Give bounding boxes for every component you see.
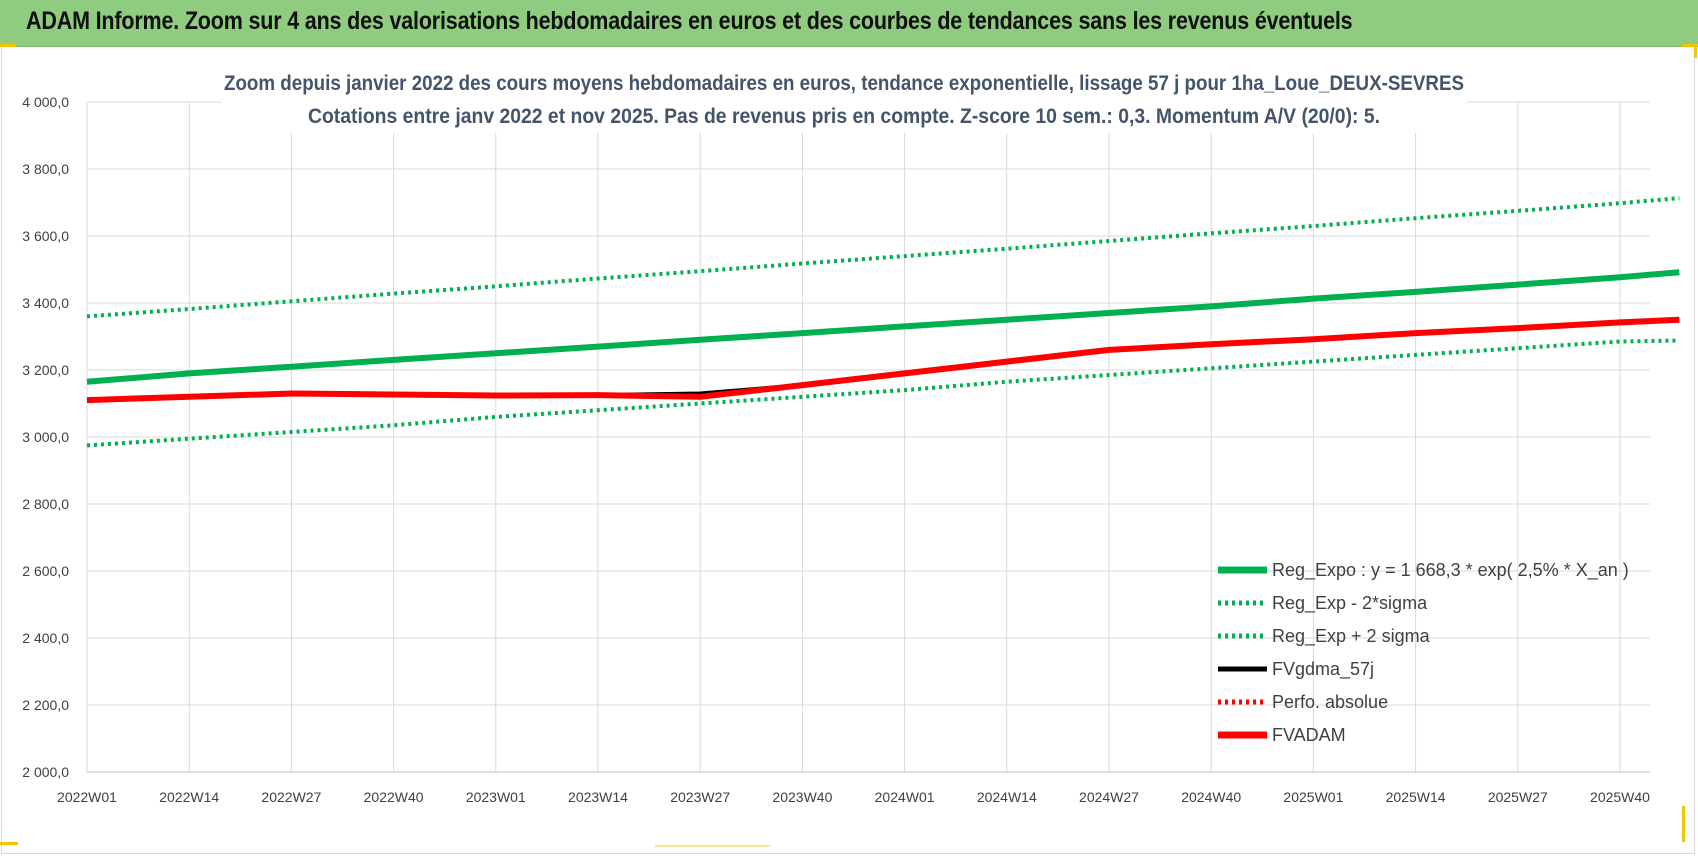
y-axis-tick-labels: 4 000,0 3 800,0 3 600,0 3 400,0 3 200,0 3 000… [22, 94, 69, 780]
y-tick-label: 2 800,0 [22, 496, 69, 512]
legend-entry: Reg_Expo : y = 1 668,3 * exp( 2,5% * X_a… [1272, 560, 1629, 581]
y-tick-label: 3 000,0 [22, 429, 69, 445]
series-line-5 [86, 316, 1680, 404]
x-tick-label: 2024W40 [1181, 789, 1241, 805]
y-tick-label: 2 600,0 [22, 563, 69, 579]
x-tick-label: 2024W01 [875, 789, 935, 805]
x-tick-label: 2022W27 [261, 789, 321, 805]
corner-marker-top-right [1682, 44, 1698, 47]
series-lines [86, 196, 1680, 448]
chart-subtitle: Cotations entre janv 2022 et nov 2025. P… [308, 105, 1380, 128]
x-tick-label: 2023W01 [466, 789, 526, 805]
x-tick-label: 2025W40 [1590, 789, 1650, 805]
legend-entry: Reg_Exp + 2 sigma [1272, 626, 1431, 647]
series-line-1 [86, 338, 1680, 448]
corner-marker-bottom-left [0, 842, 18, 845]
x-tick-label: 2025W27 [1488, 789, 1548, 805]
y-tick-label: 2 000,0 [22, 764, 69, 780]
report-title: ADAM Informe. Zoom sur 4 ans des valoris… [26, 7, 1353, 35]
series-line-0 [86, 269, 1680, 385]
y-tick-label: 3 200,0 [22, 362, 69, 378]
corner-marker-top-left [0, 44, 16, 47]
chart-frame [1, 46, 1695, 854]
series-line-2 [86, 196, 1680, 319]
legend-entry: FVADAM [1272, 725, 1346, 745]
x-tick-label: 2022W40 [364, 789, 424, 805]
y-tick-label: 2 200,0 [22, 697, 69, 713]
y-tick-label: 3 600,0 [22, 228, 69, 244]
corner-marker-bottom-right [1682, 806, 1685, 842]
legend-entry: FVgdma_57j [1272, 659, 1374, 680]
y-tick-label: 4 000,0 [22, 94, 69, 110]
x-tick-label: 2025W01 [1283, 789, 1343, 805]
chart-title-background [222, 65, 1467, 133]
y-tick-label: 3 800,0 [22, 161, 69, 177]
x-tick-label: 2024W14 [977, 789, 1037, 805]
gridlines [86, 101, 1650, 773]
corner-marker-bottom-mid [655, 845, 770, 847]
y-tick-label: 3 400,0 [22, 295, 69, 311]
x-tick-label: 2024W27 [1079, 789, 1139, 805]
corner-marker-right [1694, 44, 1697, 58]
x-tick-label: 2022W01 [57, 789, 117, 805]
legend-entry: Perfo. absolue [1272, 692, 1388, 712]
x-axis-tick-labels: 2022W01 2022W14 2022W27 2022W40 2023W01 2023W… [57, 789, 1650, 805]
chart-legend: Reg_Expo : y = 1 668,3 * exp( 2,5% * X_a… [1218, 560, 1629, 745]
x-tick-label: 2022W14 [159, 789, 219, 805]
legend-entry: Reg_Exp - 2*sigma [1272, 593, 1428, 614]
x-tick-label: 2023W40 [772, 789, 832, 805]
report-banner: ADAM Informe. Zoom sur 4 ans des valoris… [0, 0, 1698, 47]
y-tick-label: 2 400,0 [22, 630, 69, 646]
x-tick-label: 2023W27 [670, 789, 730, 805]
x-tick-label: 2023W14 [568, 789, 628, 805]
x-tick-label: 2025W14 [1386, 789, 1446, 805]
chart-title: Zoom depuis janvier 2022 des cours moyen… [224, 72, 1464, 95]
